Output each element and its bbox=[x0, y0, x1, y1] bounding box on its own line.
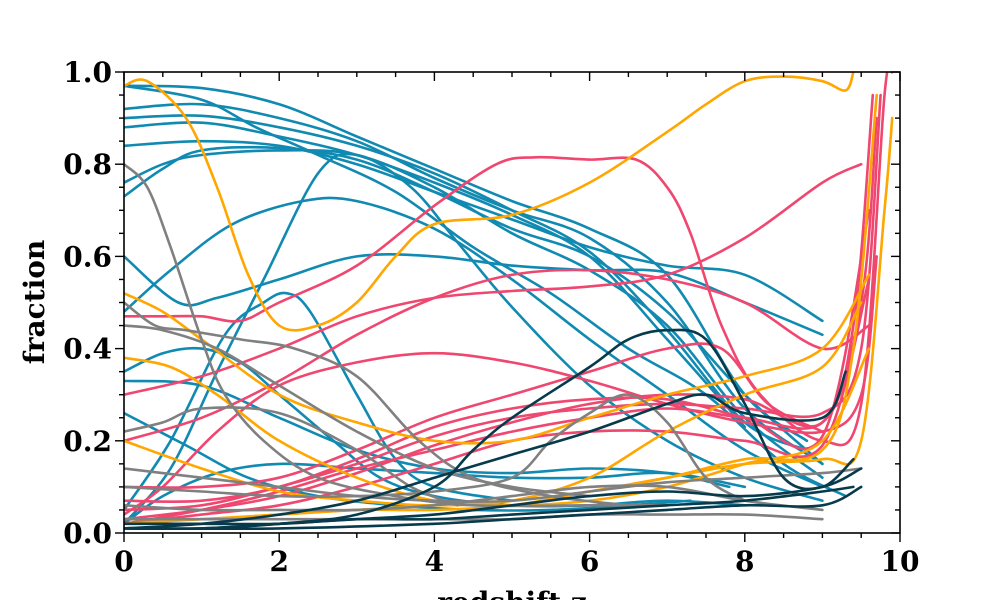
series-line-35 bbox=[124, 324, 591, 498]
x-axis-title: redshift z bbox=[437, 586, 587, 600]
y-tick-label: 0.4 bbox=[63, 333, 112, 366]
series-line-10 bbox=[124, 196, 824, 489]
y-axis-title: fraction bbox=[18, 240, 51, 365]
series-line-3 bbox=[124, 121, 747, 429]
series-line-25 bbox=[124, 342, 824, 489]
y-tick-label: 0.0 bbox=[63, 517, 112, 550]
series-line-45 bbox=[124, 485, 863, 531]
series-line-16 bbox=[124, 411, 692, 512]
series-line-2 bbox=[124, 114, 809, 452]
series-line-38 bbox=[124, 393, 747, 502]
x-tick-label: 6 bbox=[580, 545, 599, 578]
y-tick-label: 1.0 bbox=[63, 56, 112, 89]
series-line-9 bbox=[124, 253, 824, 337]
series-line-42 bbox=[124, 370, 847, 530]
y-tick-label: 0.2 bbox=[63, 425, 112, 458]
x-tick-label: 0 bbox=[114, 545, 133, 578]
series-line-5 bbox=[124, 139, 824, 323]
series-line-20 bbox=[124, 255, 878, 516]
series-line-19 bbox=[124, 268, 871, 443]
x-tick-label: 2 bbox=[269, 545, 288, 578]
series-line-33 bbox=[124, 162, 669, 508]
series-line-23 bbox=[124, 209, 871, 504]
series-line-1 bbox=[124, 84, 809, 443]
series-line-18 bbox=[124, 162, 863, 396]
series-line-6 bbox=[124, 148, 824, 479]
series-line-44 bbox=[124, 485, 855, 526]
tick-layer: 0 2 4 6 8 10 0.0 0.2 0.4 0.6 0.8 1.0 bbox=[63, 56, 919, 578]
series-line-43 bbox=[124, 467, 863, 531]
x-tick-label: 8 bbox=[735, 545, 754, 578]
series-line-37 bbox=[124, 467, 863, 503]
series-line-36 bbox=[124, 406, 459, 507]
x-tick-label: 10 bbox=[881, 545, 920, 578]
y-tick-label: 0.6 bbox=[63, 240, 112, 273]
series-line-34 bbox=[124, 301, 630, 507]
series-line-17 bbox=[124, 72, 894, 447]
x-tick-label: 4 bbox=[425, 545, 444, 578]
series-line-27 bbox=[124, 72, 855, 332]
y-tick-label: 0.8 bbox=[63, 148, 112, 181]
series-line-4 bbox=[124, 102, 824, 466]
series-layer bbox=[124, 72, 894, 531]
